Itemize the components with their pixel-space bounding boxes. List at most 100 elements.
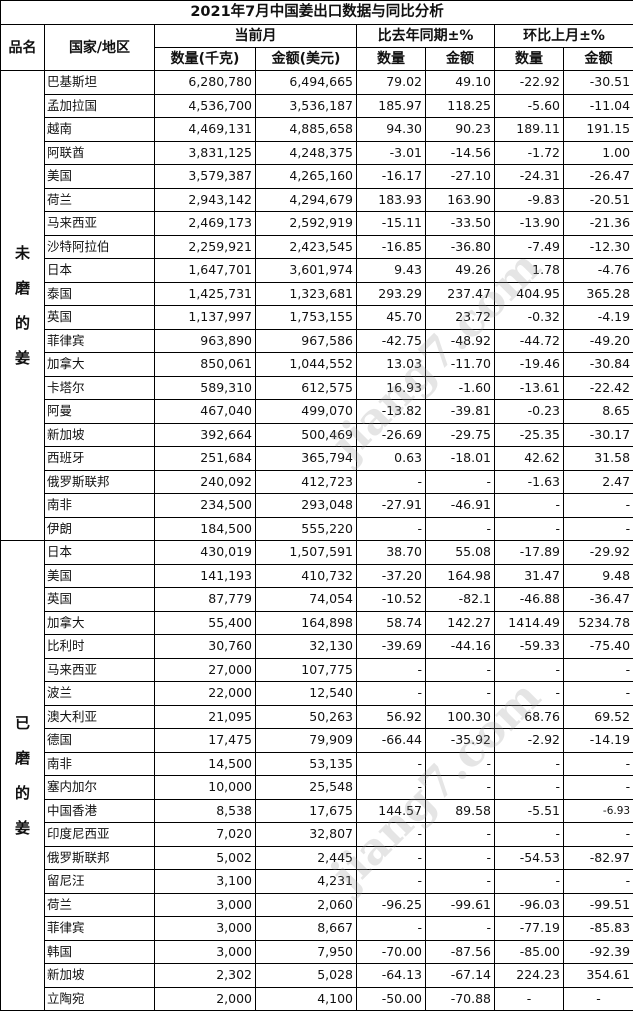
- yoy-amount-cell: -: [425, 657, 495, 682]
- mom-quantity-cell: -: [494, 516, 564, 541]
- quantity-cell: 392,664: [154, 422, 256, 447]
- yoy-amount-cell: -14.56: [425, 140, 495, 165]
- table-row: 韩国 3,000 7,950 -70.00 -87.56 -85.00 -92.39: [1, 939, 633, 964]
- yoy-amount-cell: -: [425, 869, 495, 894]
- country-cell: 孟加拉国: [44, 93, 155, 118]
- quantity-cell: 87,779: [154, 587, 256, 612]
- yoy-quantity-cell: -: [356, 681, 426, 706]
- table-row: 新加坡 2,302 5,028 -64.13 -67.14 224.23 354.61: [1, 963, 633, 988]
- product-category-char: 已: [14, 713, 30, 732]
- mom-quantity-cell: -77.19: [494, 916, 564, 941]
- quantity-cell: 8,538: [154, 798, 256, 823]
- amount-cell: 499,070: [255, 399, 357, 424]
- mom-quantity-cell: -9.83: [494, 187, 564, 212]
- mom-amount-cell: -82.97: [562, 845, 633, 870]
- quantity-cell: 1,647,701: [154, 258, 256, 283]
- amount-cell: 555,220: [255, 516, 357, 541]
- yoy-quantity-cell: 79.02: [356, 70, 426, 95]
- mom-amount-cell: -4.19: [562, 305, 633, 330]
- mom-amount-cell: -92.39: [562, 939, 633, 964]
- table-row: 英国 1,137,997 1,753,155 45.70 23.72 -0.32 -4.19: [1, 305, 633, 330]
- yoy-quantity-cell: -16.17: [356, 164, 426, 189]
- yoy-quantity-cell: 293.29: [356, 281, 426, 306]
- mom-quantity-cell: -1.72: [494, 140, 564, 165]
- quantity-cell: 21,095: [154, 704, 256, 729]
- yoy-amount-cell: 237.47: [425, 281, 495, 306]
- country-cell: 沙特阿拉伯: [44, 234, 155, 259]
- table-row: 中国香港 8,538 17,675 144.57 89.58 -5.51 -6.93: [1, 798, 633, 823]
- yoy-amount-cell: -39.81: [425, 399, 495, 424]
- country-cell: 西班牙: [44, 446, 155, 471]
- quantity-cell: 3,579,387: [154, 164, 256, 189]
- yoy-quantity-cell: 94.30: [356, 117, 426, 142]
- country-cell: 马来西亚: [44, 657, 155, 682]
- quantity-cell: 55,400: [154, 610, 256, 635]
- header-product: 品名: [0, 24, 45, 71]
- table-row: 立陶宛 2,000 4,100 -50.00 -70.88- -: [1, 986, 633, 1011]
- yoy-amount-cell: 164.98: [425, 563, 495, 588]
- yoy-quantity-cell: -: [356, 469, 426, 494]
- header-qty-kg: 数量(千克): [154, 47, 256, 71]
- country-cell: 俄罗斯联邦: [44, 845, 155, 870]
- amount-cell: 53,135: [255, 751, 357, 776]
- mom-amount-cell: -: [562, 751, 633, 776]
- table-row: 美国 141,193 410,732 -37.20 164.98 31.47 9.48: [1, 563, 633, 588]
- amount-cell: 32,130: [255, 634, 357, 659]
- quantity-cell: 430,019: [154, 540, 256, 565]
- yoy-quantity-cell: -10.52: [356, 587, 426, 612]
- amount-cell: 1,753,155: [255, 305, 357, 330]
- mom-amount-cell: -20.51: [562, 187, 633, 212]
- yoy-amount-cell: -: [425, 469, 495, 494]
- quantity-cell: 14,500: [154, 751, 256, 776]
- quantity-cell: 30,760: [154, 634, 256, 659]
- yoy-amount-cell: -: [425, 822, 495, 847]
- mom-quantity-cell: -13.90: [494, 211, 564, 236]
- mom-quantity-cell: 31.47: [494, 563, 564, 588]
- mom-amount-cell: 191.15: [562, 117, 633, 142]
- mom-amount-cell: -: [562, 822, 633, 847]
- mom-quantity-cell: -7.49: [494, 234, 564, 259]
- quantity-cell: 589,310: [154, 375, 256, 400]
- yoy-quantity-cell: 0.63: [356, 446, 426, 471]
- header-yoy: 比去年同期±%: [356, 24, 495, 48]
- yoy-amount-cell: -67.14: [425, 963, 495, 988]
- yoy-quantity-cell: 9.43: [356, 258, 426, 283]
- yoy-amount-cell: 90.23: [425, 117, 495, 142]
- table-row: 比利时 30,760 32,130 -39.69 -44.16 -59.33 -75.40: [1, 634, 633, 659]
- yoy-quantity-cell: -96.25: [356, 892, 426, 917]
- quantity-cell: 963,890: [154, 328, 256, 353]
- mom-amount-cell: -4.76: [562, 258, 633, 283]
- country-cell: 俄罗斯联邦: [44, 469, 155, 494]
- quantity-cell: 7,020: [154, 822, 256, 847]
- country-cell: 美国: [44, 164, 155, 189]
- quantity-cell: 3,000: [154, 892, 256, 917]
- mom-quantity-cell: 1414.49: [494, 610, 564, 635]
- mom-amount-cell: -49.20: [562, 328, 633, 353]
- yoy-quantity-cell: -: [356, 916, 426, 941]
- mom-quantity-cell: -: [494, 822, 564, 847]
- table-row: 英国 87,779 74,054 -10.52 -82.1 -46.88 -36.47: [1, 587, 633, 612]
- country-cell: 马来西亚: [44, 211, 155, 236]
- country-cell: 南非: [44, 751, 155, 776]
- mom-quantity-cell: -44.72: [494, 328, 564, 353]
- mom-quantity-cell: 42.62: [494, 446, 564, 471]
- quantity-cell: 3,100: [154, 869, 256, 894]
- country-cell: 加拿大: [44, 352, 155, 377]
- yoy-quantity-cell: -50.00: [356, 986, 426, 1011]
- yoy-amount-cell: -46.91: [425, 493, 495, 518]
- yoy-amount-cell: -: [425, 751, 495, 776]
- table-row: 留尼汪 3,100 4,231- - - -: [1, 869, 633, 894]
- yoy-quantity-cell: -3.01: [356, 140, 426, 165]
- yoy-quantity-cell: 16.93: [356, 375, 426, 400]
- country-cell: 比利时: [44, 634, 155, 659]
- quantity-cell: 10,000: [154, 775, 256, 800]
- country-cell: 南非: [44, 493, 155, 518]
- mom-quantity-cell: -1.63: [494, 469, 564, 494]
- mom-amount-cell: -29.92: [562, 540, 633, 565]
- table-row: 美国 3,579,387 4,265,160 -16.17 -27.10 -24.31 -2…: [1, 164, 633, 189]
- mom-quantity-cell: -19.46: [494, 352, 564, 377]
- country-cell: 巴基斯坦: [44, 70, 155, 95]
- yoy-quantity-cell: 58.74: [356, 610, 426, 635]
- amount-cell: 293,048: [255, 493, 357, 518]
- mom-amount-cell: -21.36: [562, 211, 633, 236]
